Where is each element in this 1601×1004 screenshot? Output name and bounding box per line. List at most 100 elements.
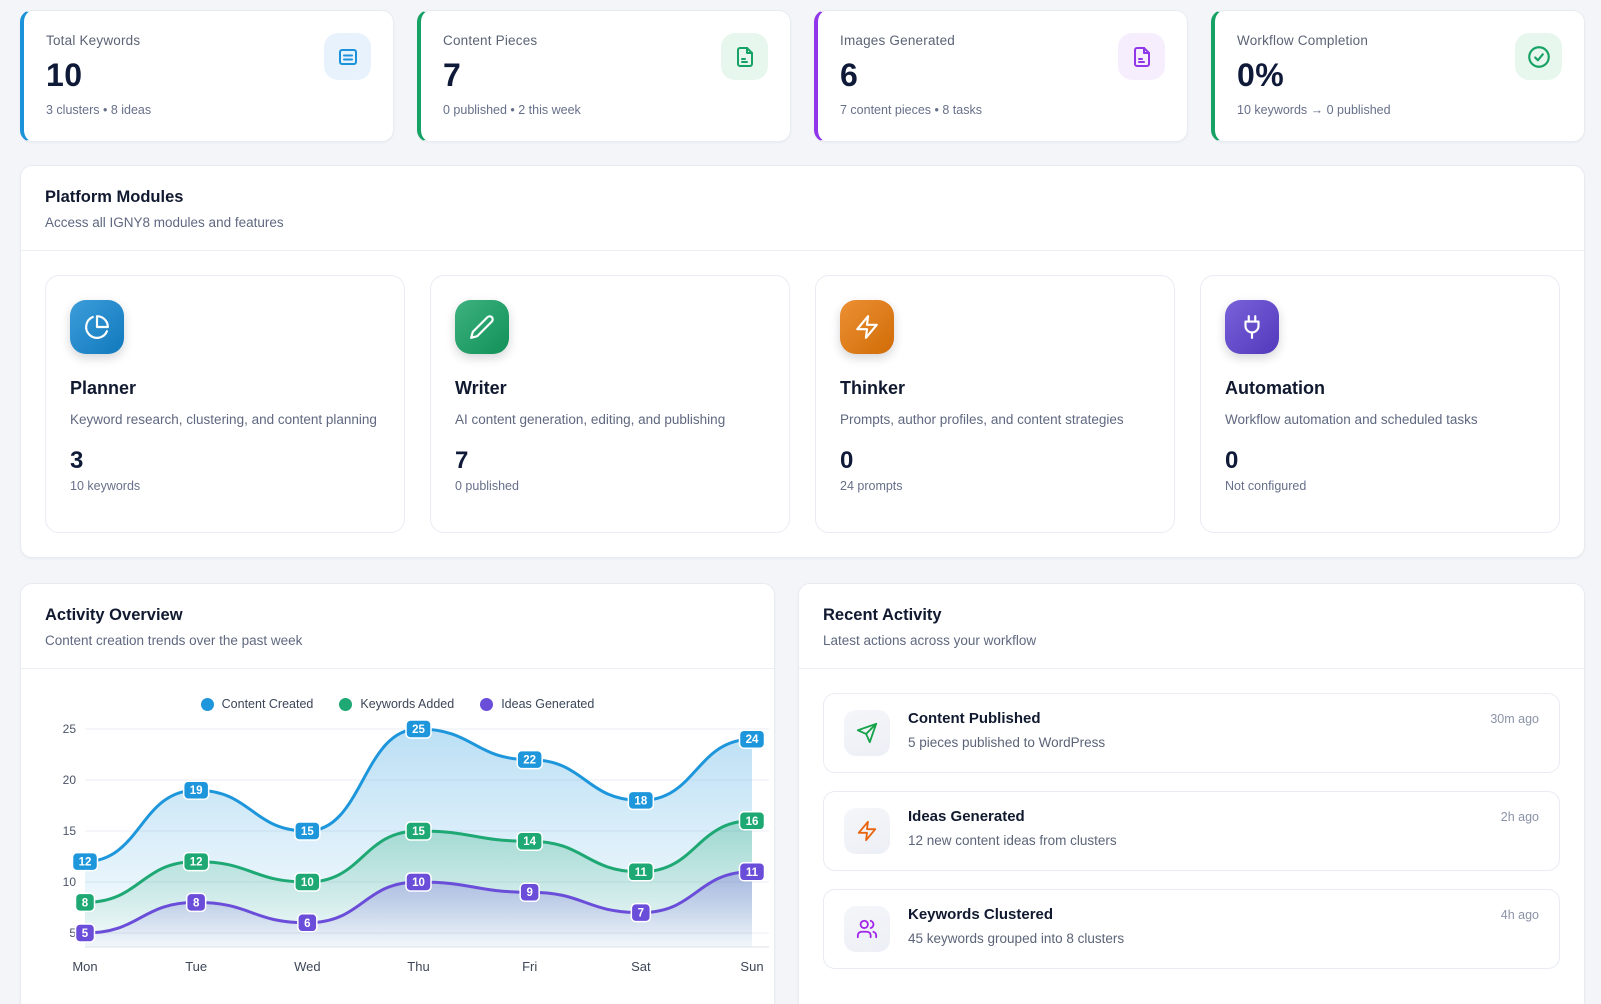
stat-value: 10 bbox=[46, 57, 83, 93]
modules-grid: Planner Keyword research, clustering, an… bbox=[21, 251, 1584, 557]
divider bbox=[21, 250, 1584, 251]
module-description: Prompts, author profiles, and content st… bbox=[840, 412, 1124, 427]
legend-dot bbox=[339, 697, 353, 711]
module-title: Thinker bbox=[840, 378, 906, 398]
svg-text:Mon: Mon bbox=[72, 959, 97, 974]
activity-top: Keywords Clustered 4h ago bbox=[908, 906, 1539, 923]
file-text-icon bbox=[721, 33, 768, 80]
users-icon bbox=[844, 906, 890, 952]
module-card-planner[interactable]: Planner Keyword research, clustering, an… bbox=[45, 275, 405, 533]
activity-item-content-published: Content Published 30m ago 5 pieces publi… bbox=[823, 693, 1560, 773]
legend-label: Keywords Added bbox=[360, 697, 455, 711]
stat-title: Images Generated bbox=[840, 33, 956, 48]
activity-body: Content Published 30m ago 5 pieces publi… bbox=[908, 710, 1539, 750]
pencil-icon bbox=[455, 300, 509, 354]
divider bbox=[21, 668, 774, 669]
module-description: Keyword research, clustering, and conten… bbox=[70, 412, 377, 427]
module-value: 7 bbox=[455, 446, 469, 474]
svg-text:22: 22 bbox=[523, 755, 536, 767]
svg-text:11: 11 bbox=[746, 867, 759, 879]
svg-text:Sun: Sun bbox=[740, 959, 763, 974]
panel-title: Platform Modules bbox=[45, 188, 184, 206]
module-stat: 0 published bbox=[455, 478, 519, 493]
activity-item-keywords-clustered: Keywords Clustered 4h ago 45 keywords gr… bbox=[823, 889, 1560, 969]
stat-subtitle: 0 published • 2 this week bbox=[443, 103, 581, 117]
module-value: 0 bbox=[840, 446, 854, 474]
legend-label: Content Created bbox=[221, 697, 314, 711]
activity-timestamp: 30m ago bbox=[1490, 712, 1539, 726]
stat-card-content: Total Keywords 10 3 clusters • 8 ideas bbox=[46, 33, 151, 117]
svg-text:9: 9 bbox=[526, 887, 532, 899]
module-card-automation[interactable]: Automation Workflow automation and sched… bbox=[1200, 275, 1560, 533]
svg-text:25: 25 bbox=[63, 722, 77, 736]
stat-title: Workflow Completion bbox=[1237, 33, 1369, 48]
svg-text:14: 14 bbox=[523, 836, 536, 848]
svg-text:8: 8 bbox=[82, 897, 89, 909]
svg-text:7: 7 bbox=[638, 908, 644, 920]
svg-text:Tue: Tue bbox=[185, 959, 207, 974]
recent-activity-header: Recent Activity Latest actions across yo… bbox=[799, 584, 1584, 668]
activity-list: Content Published 30m ago 5 pieces publi… bbox=[799, 669, 1584, 993]
module-title: Planner bbox=[70, 378, 137, 398]
legend-dot bbox=[480, 697, 494, 711]
module-card-writer[interactable]: Writer AI content generation, editing, a… bbox=[430, 275, 790, 533]
panel-subtitle: Latest actions across your workflow bbox=[823, 633, 1037, 648]
legend-entry[interactable]: Ideas Generated bbox=[480, 697, 594, 711]
panel-title: Activity Overview bbox=[45, 606, 183, 624]
stat-card-workflow-completion: Workflow Completion 0% 10 keywords → 0 p… bbox=[1211, 10, 1585, 142]
svg-text:11: 11 bbox=[635, 867, 648, 879]
activity-chart: 5 10 15 20 25 Mon Tue Wed Thu Fri Sat Sun 12 19 15 25 22… bbox=[63, 719, 769, 974]
zap-icon bbox=[840, 300, 894, 354]
panel-title: Recent Activity bbox=[823, 606, 942, 624]
stat-card-content: Images Generated 6 7 content pieces • 8 … bbox=[840, 33, 982, 117]
stat-subtitle: 10 keywords → 0 published bbox=[1237, 103, 1391, 117]
svg-text:12: 12 bbox=[190, 857, 203, 869]
stat-value: 6 bbox=[840, 57, 859, 93]
module-card-thinker[interactable]: Thinker Prompts, author profiles, and co… bbox=[815, 275, 1175, 533]
svg-text:5: 5 bbox=[82, 928, 89, 940]
activity-description: 45 keywords grouped into 8 clusters bbox=[908, 931, 1125, 946]
activity-body: Ideas Generated 2h ago 12 new content id… bbox=[908, 808, 1539, 848]
stat-card-total-keywords: Total Keywords 10 3 clusters • 8 ideas bbox=[20, 10, 394, 142]
stat-card-images-generated: Images Generated 6 7 content pieces • 8 … bbox=[814, 10, 1188, 142]
zap-icon bbox=[844, 808, 890, 854]
stat-value: 7 bbox=[443, 57, 462, 93]
recent-activity-card: Recent Activity Latest actions across yo… bbox=[798, 583, 1585, 1004]
activity-title: Ideas Generated bbox=[908, 808, 1025, 825]
check-circle-icon bbox=[1515, 33, 1562, 80]
activity-timestamp: 4h ago bbox=[1500, 908, 1539, 922]
svg-text:Wed: Wed bbox=[294, 959, 321, 974]
svg-text:24: 24 bbox=[746, 734, 759, 746]
plug-icon bbox=[1225, 300, 1279, 354]
activity-title: Keywords Clustered bbox=[908, 906, 1054, 923]
activity-top: Ideas Generated 2h ago bbox=[908, 808, 1539, 825]
svg-text:Thu: Thu bbox=[407, 959, 429, 974]
panel-subtitle: Access all IGNY8 modules and features bbox=[45, 215, 284, 230]
activity-title: Content Published bbox=[908, 710, 1041, 727]
legend-entry[interactable]: Content Created bbox=[200, 697, 314, 711]
module-value: 0 bbox=[1225, 446, 1239, 474]
legend-entry[interactable]: Keywords Added bbox=[339, 697, 454, 711]
svg-text:5: 5 bbox=[69, 926, 76, 940]
module-stat: 24 prompts bbox=[840, 478, 903, 493]
activity-body: Keywords Clustered 4h ago 45 keywords gr… bbox=[908, 906, 1539, 946]
module-value: 3 bbox=[70, 446, 84, 474]
activity-top: Content Published 30m ago bbox=[908, 710, 1539, 727]
svg-text:Sat: Sat bbox=[631, 959, 651, 974]
svg-text:15: 15 bbox=[412, 826, 425, 838]
svg-text:18: 18 bbox=[634, 795, 647, 807]
activity-description: 12 new content ideas from clusters bbox=[908, 833, 1117, 848]
stat-card-content: Workflow Completion 0% 10 keywords → 0 p… bbox=[1237, 33, 1391, 117]
activity-overview-card: Activity Overview Content creation trend… bbox=[20, 583, 775, 1004]
stats-row: Total Keywords 10 3 clusters • 8 ideas C… bbox=[20, 10, 1585, 142]
svg-text:15: 15 bbox=[63, 824, 77, 838]
panel-subtitle: Content creation trends over the past we… bbox=[45, 633, 303, 648]
divider bbox=[799, 668, 1584, 669]
list-icon-glyph bbox=[336, 45, 360, 69]
module-stat: 10 keywords bbox=[70, 478, 141, 493]
stat-value: 0% bbox=[1237, 57, 1285, 93]
file-text-icon-glyph bbox=[733, 45, 757, 69]
svg-text:16: 16 bbox=[746, 816, 759, 828]
bottom-row: Activity Overview Content creation trend… bbox=[20, 583, 1585, 1004]
